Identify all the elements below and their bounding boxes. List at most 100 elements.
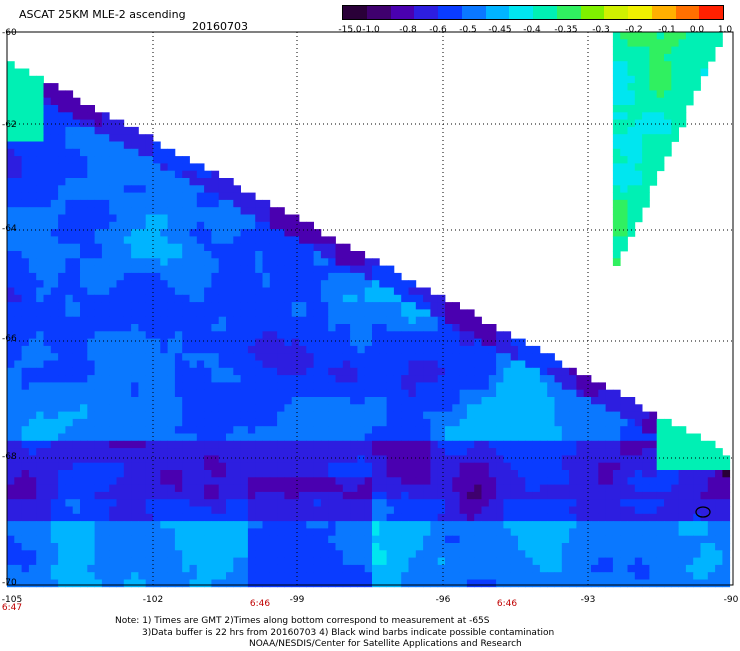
heatmap-cell xyxy=(72,280,81,288)
heatmap-cell xyxy=(80,316,88,325)
heatmap-cell xyxy=(87,199,95,208)
heatmap-cell xyxy=(7,105,15,113)
heatmap-cell xyxy=(503,367,512,376)
heatmap-cell xyxy=(65,338,74,347)
heatmap-cell xyxy=(313,440,322,449)
heatmap-cell xyxy=(43,426,52,434)
heatmap-cell xyxy=(36,199,44,208)
heatmap-cell xyxy=(656,134,665,142)
heatmap-cell xyxy=(277,462,285,471)
heatmap-cell xyxy=(627,484,636,493)
heatmap-cell xyxy=(430,404,439,412)
heatmap-cell xyxy=(131,543,139,551)
heatmap-cell xyxy=(415,382,424,391)
heatmap-cell xyxy=(50,251,59,259)
heatmap-cell xyxy=(182,294,190,303)
heatmap-cell xyxy=(167,455,176,464)
heatmap-cell xyxy=(109,265,117,274)
heatmap-cell xyxy=(656,418,665,427)
heatmap-cell xyxy=(291,353,300,361)
heatmap-cell xyxy=(204,579,212,588)
heatmap-cell xyxy=(196,265,205,274)
heatmap-cell xyxy=(532,491,541,500)
heatmap-cell xyxy=(649,39,658,47)
heatmap-cell xyxy=(14,207,22,215)
heatmap-cell xyxy=(525,433,533,442)
heatmap-cell xyxy=(481,550,490,558)
heatmap-cell xyxy=(153,499,161,507)
heatmap-cell xyxy=(372,345,380,354)
heatmap-cell xyxy=(101,477,110,485)
heatmap-cell xyxy=(233,236,241,245)
heatmap-cell xyxy=(510,448,519,456)
heatmap-cell xyxy=(445,462,453,471)
heatmap-cell xyxy=(561,440,570,449)
heatmap-cell xyxy=(87,367,95,376)
heatmap-cell xyxy=(393,389,402,398)
heatmap-cell xyxy=(291,331,300,339)
heatmap-cell xyxy=(299,375,307,383)
heatmap-cell xyxy=(445,389,453,398)
heatmap-cell xyxy=(131,535,139,544)
heatmap-cell xyxy=(65,345,74,354)
heatmap-cell xyxy=(649,455,658,464)
heatmap-cell xyxy=(277,440,285,449)
heatmap-cell xyxy=(525,513,533,522)
heatmap-cell xyxy=(101,294,110,303)
heatmap-cell xyxy=(65,207,74,215)
heatmap-cell xyxy=(145,148,154,157)
heatmap-cell xyxy=(350,484,358,493)
heatmap-cell xyxy=(430,397,439,405)
heatmap-cell xyxy=(101,316,110,325)
heatmap-cell xyxy=(518,411,526,420)
heatmap-cell xyxy=(664,68,672,77)
heatmap-cell xyxy=(233,251,241,259)
heatmap-cell xyxy=(693,491,701,500)
heatmap-cell xyxy=(291,470,300,478)
heatmap-cell xyxy=(627,199,636,208)
heatmap-cell xyxy=(211,375,220,383)
heatmap-cell xyxy=(153,258,161,266)
heatmap-cell xyxy=(160,433,168,442)
heatmap-cell xyxy=(634,163,643,172)
heatmap-cell xyxy=(700,521,709,529)
heatmap-cell xyxy=(678,564,687,573)
heatmap-cell xyxy=(50,499,59,507)
heatmap-cell xyxy=(364,389,373,398)
heatmap-cell xyxy=(707,513,716,522)
heatmap-cell xyxy=(174,397,183,405)
heatmap-cell xyxy=(255,557,263,566)
heatmap-cell xyxy=(87,265,95,274)
heatmap-cell xyxy=(605,506,614,515)
heatmap-cell xyxy=(58,163,66,172)
heatmap-cell xyxy=(7,550,15,558)
heatmap-cell xyxy=(196,433,205,442)
heatmap-cell xyxy=(43,214,52,223)
heatmap-cell xyxy=(328,345,336,354)
heatmap-cell xyxy=(50,170,59,179)
heatmap-cell xyxy=(466,426,475,434)
heatmap-cell xyxy=(65,287,74,296)
heatmap-cell xyxy=(269,353,278,361)
heatmap-cell xyxy=(145,324,154,332)
heatmap-cell xyxy=(401,543,409,551)
heatmap-cell xyxy=(116,221,125,230)
heatmap-cell xyxy=(554,360,563,369)
heatmap-cell xyxy=(364,360,373,369)
heatmap-cell xyxy=(445,455,453,464)
heatmap-cell xyxy=(415,353,424,361)
heatmap-cell xyxy=(379,324,387,332)
heatmap-cell xyxy=(43,302,52,310)
heatmap-cell xyxy=(277,338,285,347)
heatmap-cell xyxy=(328,462,336,471)
heatmap-cell xyxy=(218,470,227,478)
heatmap-cell xyxy=(357,470,366,478)
heatmap-cell xyxy=(109,345,117,354)
heatmap-cell xyxy=(364,455,373,464)
heatmap-cell xyxy=(445,506,453,515)
heatmap-cell xyxy=(167,448,176,456)
heatmap-cell xyxy=(350,572,358,580)
heatmap-cell xyxy=(722,506,731,515)
heatmap-cell xyxy=(262,345,271,354)
heatmap-cell xyxy=(182,331,190,339)
